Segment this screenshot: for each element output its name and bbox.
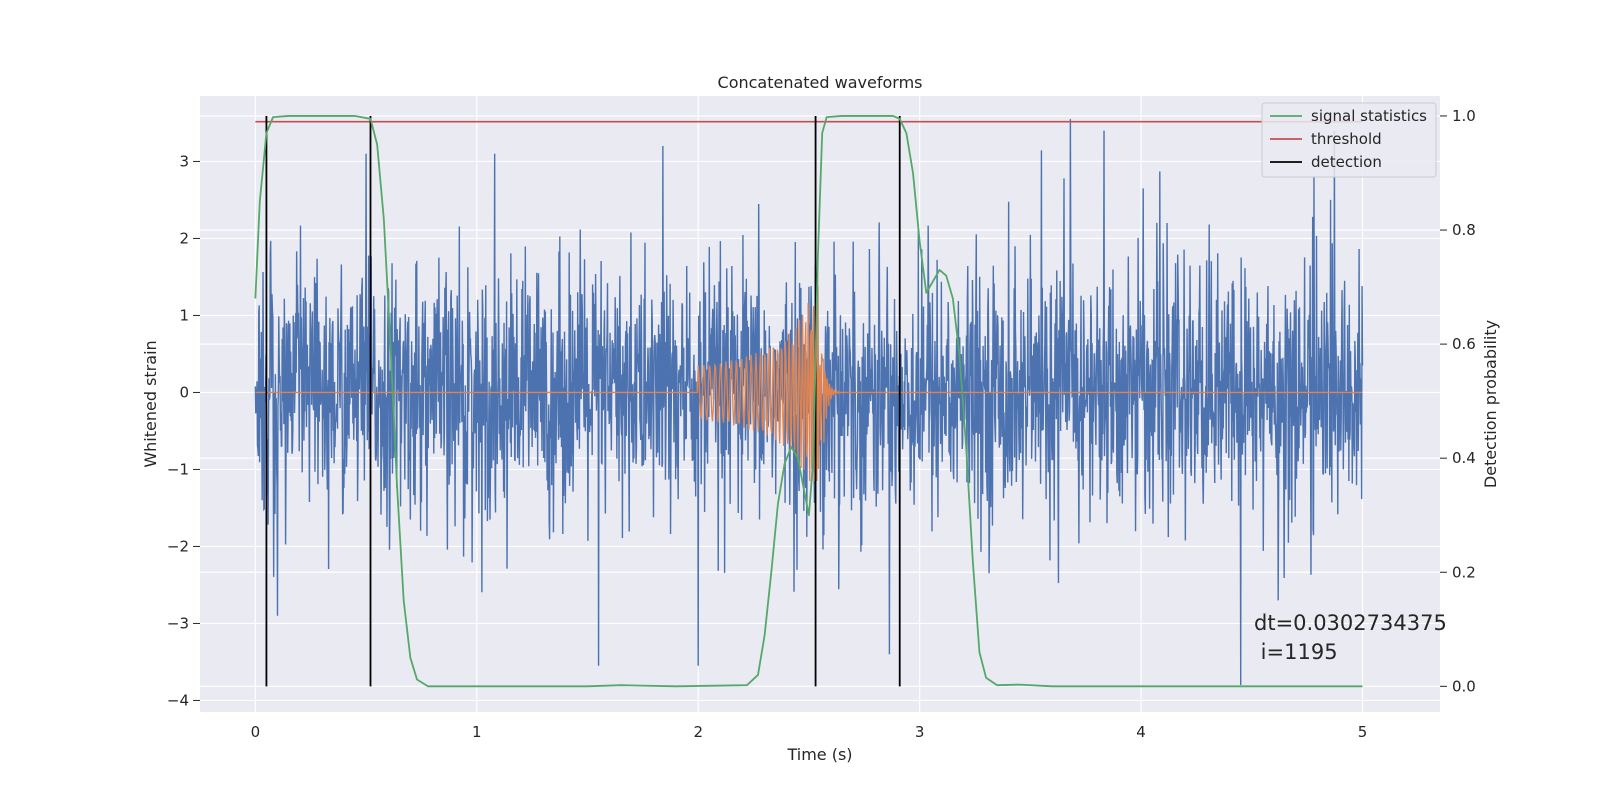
y-tick-label: −1: [167, 460, 189, 478]
y2-tick-label: 0.4: [1452, 449, 1476, 467]
y-tick-label: 0: [179, 383, 189, 401]
y2-tick-label: 0.0: [1452, 677, 1476, 695]
annotation-line-1: dt=0.0302734375: [1254, 611, 1447, 635]
x-tick-label: 4: [1136, 723, 1146, 741]
x-axis-title: Time (s): [786, 745, 852, 764]
legend-label-detection: detection: [1311, 153, 1382, 171]
legend-box: [1261, 102, 1437, 178]
chart-title: Concatenated waveforms: [718, 73, 923, 92]
legend-label-threshold: threshold: [1311, 130, 1382, 148]
y-tick-label: 3: [179, 152, 189, 170]
y2-tick-label: 0.2: [1452, 563, 1476, 581]
plot-area: [254, 115, 1364, 688]
annotation-line-2: i=1195: [1254, 640, 1338, 664]
annotation: dt=0.0302734375 i=1195: [1254, 611, 1447, 664]
y-tick-label: −2: [167, 537, 189, 555]
x-tick-label: 0: [251, 723, 261, 741]
y2-tick-label: 1.0: [1452, 107, 1476, 125]
y-tick-label: 1: [179, 306, 189, 324]
x-tick-label: 5: [1358, 723, 1368, 741]
x-tick-label: 3: [915, 723, 925, 741]
y2-axis-title: Detection probability: [1481, 320, 1500, 488]
legend: signal statistics threshold detection: [1261, 102, 1437, 178]
y-tick-label: −4: [167, 691, 189, 709]
x-tick-label: 1: [472, 723, 482, 741]
y-tick-label: 2: [179, 229, 189, 247]
y2-tick-label: 0.8: [1452, 221, 1476, 239]
y2-tick-label: 0.6: [1452, 335, 1476, 353]
y-axis-title: Whitened strain: [141, 340, 160, 467]
tick-labels: 0 1 2 3 4 5 −4 −3 −2 −1 0 1 2 3 0.0 0.2 0.4 0.6 0.8 1.0: [167, 107, 1476, 741]
x-tick-label: 2: [693, 723, 703, 741]
signal-statistics-line: [254, 115, 1363, 688]
chirp-series-line: [255, 266, 1363, 482]
noise-series-line: [254, 119, 1364, 686]
legend-label-signal-statistics: signal statistics: [1311, 107, 1427, 125]
y-tick-label: −3: [167, 614, 189, 632]
